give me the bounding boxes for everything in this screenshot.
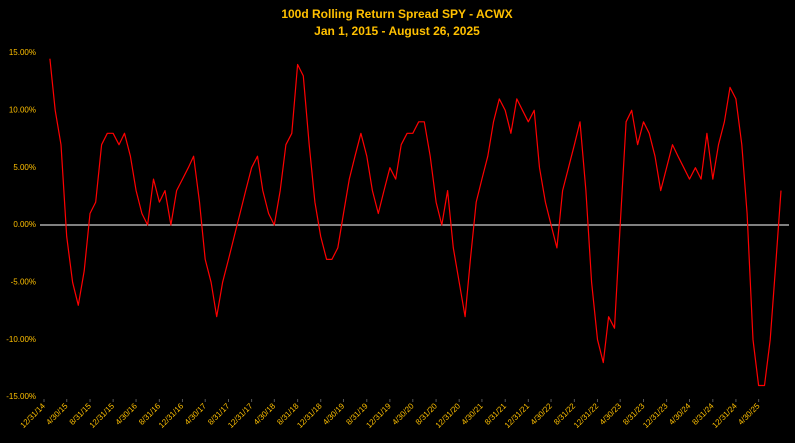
x-tick-label: 4/30/24 xyxy=(667,401,693,427)
x-tick-label: 12/31/22 xyxy=(572,401,601,430)
x-tick-label: 12/31/16 xyxy=(157,401,186,430)
chart-subtitle: Jan 1, 2015 - August 26, 2025 xyxy=(314,24,480,38)
y-tick-label: 0.00% xyxy=(13,220,36,229)
x-tick-label: 4/30/16 xyxy=(114,401,140,427)
y-tick-label: 10.00% xyxy=(9,105,36,114)
series-line xyxy=(49,58,782,387)
x-tick-label: 12/31/21 xyxy=(503,401,532,430)
y-tick-label: -5.00% xyxy=(11,277,36,286)
x-tick-label: 12/31/19 xyxy=(364,401,393,430)
y-tick-label: -10.00% xyxy=(6,335,36,344)
x-tick-label: 4/30/23 xyxy=(598,401,624,427)
x-tick-label: 12/31/14 xyxy=(19,401,48,430)
y-tick-label: 5.00% xyxy=(13,163,36,172)
x-tick-label: 12/31/18 xyxy=(295,401,324,430)
x-tick-label: 4/30/19 xyxy=(321,401,347,427)
x-tick-label: 12/31/23 xyxy=(641,401,670,430)
x-tick-label: 12/31/15 xyxy=(88,401,117,430)
x-tick-label: 4/30/21 xyxy=(460,401,486,427)
x-tick-label: 4/30/22 xyxy=(529,401,555,427)
x-tick-label: 4/30/17 xyxy=(183,401,209,427)
y-tick-label: 15.00% xyxy=(9,48,36,57)
x-tick-label: 4/30/18 xyxy=(252,401,278,427)
x-tick-label: 4/30/25 xyxy=(736,401,762,427)
x-tick-label: 12/31/17 xyxy=(226,401,255,430)
x-tick-label: 12/31/24 xyxy=(710,401,739,430)
x-tick-label: 4/30/20 xyxy=(390,401,416,427)
y-tick-label: -15.00% xyxy=(6,392,36,401)
x-tick-label: 4/30/15 xyxy=(44,401,70,427)
x-tick-label: 12/31/20 xyxy=(434,401,463,430)
chart-title: 100d Rolling Return Spread SPY - ACWX xyxy=(281,7,512,21)
